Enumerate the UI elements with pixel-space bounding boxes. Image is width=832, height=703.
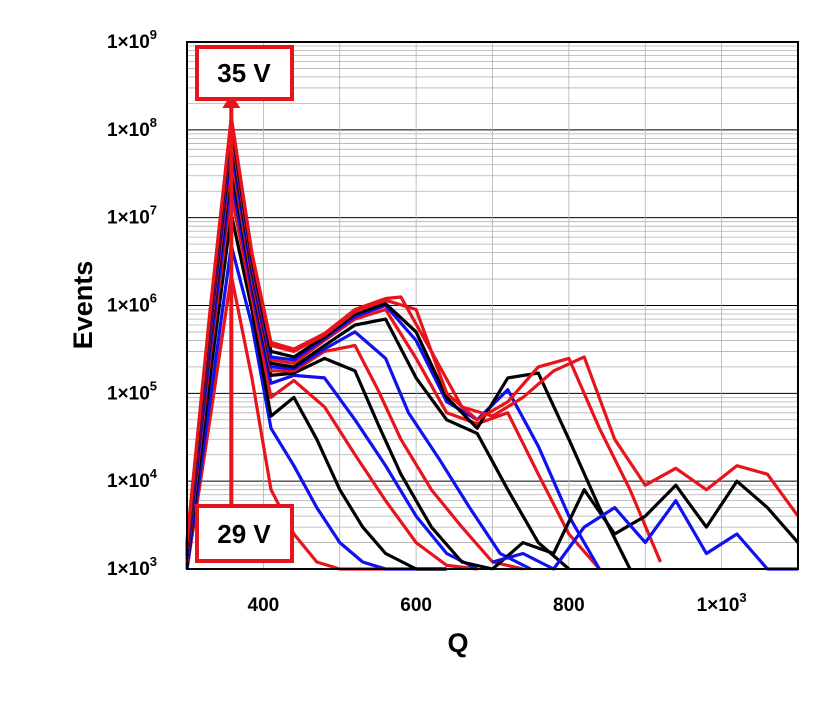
series-line-16 <box>492 499 798 571</box>
x-axis-label: Q <box>447 628 468 658</box>
series-line-4 <box>185 191 478 571</box>
y-tick-label-2: 1×104 <box>107 466 158 492</box>
series-line-10 <box>185 130 601 571</box>
x-tick-label-2: 600 <box>400 595 432 616</box>
tick-labels: 400 600 800 1×103 1×103 1×104 1×105 1×106 1×107 1… <box>107 27 747 616</box>
x-tick-label-3: 800 <box>553 595 585 616</box>
top-voltage-box <box>195 45 294 101</box>
bottom-voltage-box <box>195 504 294 563</box>
series-line-11 <box>185 124 601 570</box>
series-line-15 <box>491 479 800 571</box>
series-line-14 <box>185 115 800 541</box>
y-axis-label: Events <box>68 261 98 350</box>
plot-frame <box>186 41 799 570</box>
y-tick-label-5: 1×107 <box>107 203 157 229</box>
y-tick-label-3: 1×105 <box>107 378 157 404</box>
x-tick-label-1: 400 <box>248 595 280 616</box>
voltage-annotation: 35 V 29 V <box>195 45 294 563</box>
x-tick-label-4: 1×103 <box>697 590 747 616</box>
bottom-voltage-label: 29 V <box>217 519 271 549</box>
y-tick-label-1: 1×103 <box>107 554 157 580</box>
y-tick-label-7: 1×109 <box>107 27 157 53</box>
y-tick-label-4: 1×106 <box>107 291 157 317</box>
top-voltage-label: 35 V <box>217 58 271 88</box>
y-tick-label-6: 1×108 <box>107 115 157 141</box>
grid <box>186 42 799 570</box>
series-line-3 <box>185 212 447 571</box>
